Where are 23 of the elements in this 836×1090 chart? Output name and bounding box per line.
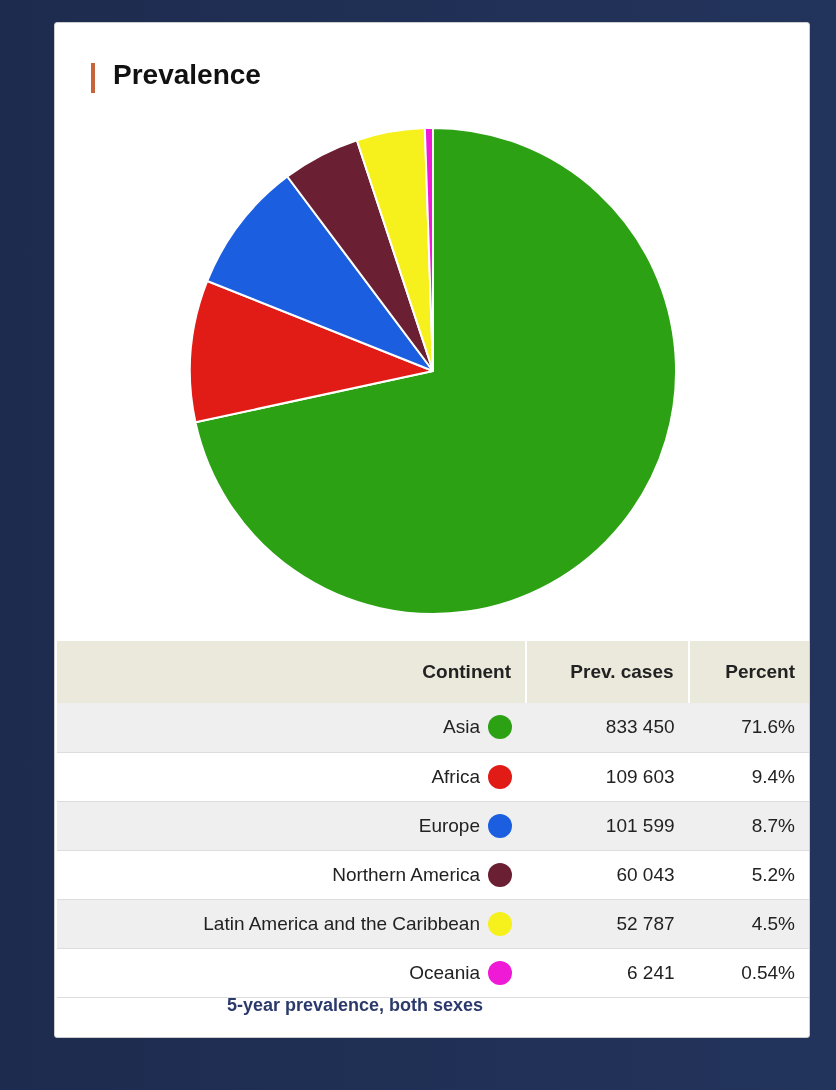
legend-label: Oceania	[409, 961, 480, 983]
text: 0.54%	[740, 960, 796, 985]
legend-label: Africa	[431, 765, 480, 787]
text: Percent	[688, 641, 809, 703]
legend-label: Latin America and the Caribbean	[203, 912, 480, 934]
text: 71.6%	[740, 715, 796, 740]
data-label: 101 599	[604, 813, 676, 838]
data-label: 6 241	[626, 960, 676, 985]
text: Continent	[421, 660, 512, 684]
chart-title: Prevalence	[113, 59, 261, 91]
legend-label: Northern America	[332, 863, 480, 885]
data-label: 833 450	[604, 715, 676, 740]
text: 8.7%	[750, 813, 796, 838]
data-label: 52 787	[615, 911, 676, 936]
data-label: 109 603	[604, 764, 676, 789]
text: 4.5%	[750, 911, 796, 936]
text: 5-year prevalence, both sexes	[225, 995, 485, 1016]
text: 9.4%	[750, 764, 796, 789]
data-label: 60 043	[615, 862, 676, 887]
legend-label: Asia	[443, 716, 480, 738]
legend-label: Europe	[418, 814, 480, 836]
text: 5.2%	[750, 862, 796, 887]
text: Prev. cases	[526, 641, 689, 703]
